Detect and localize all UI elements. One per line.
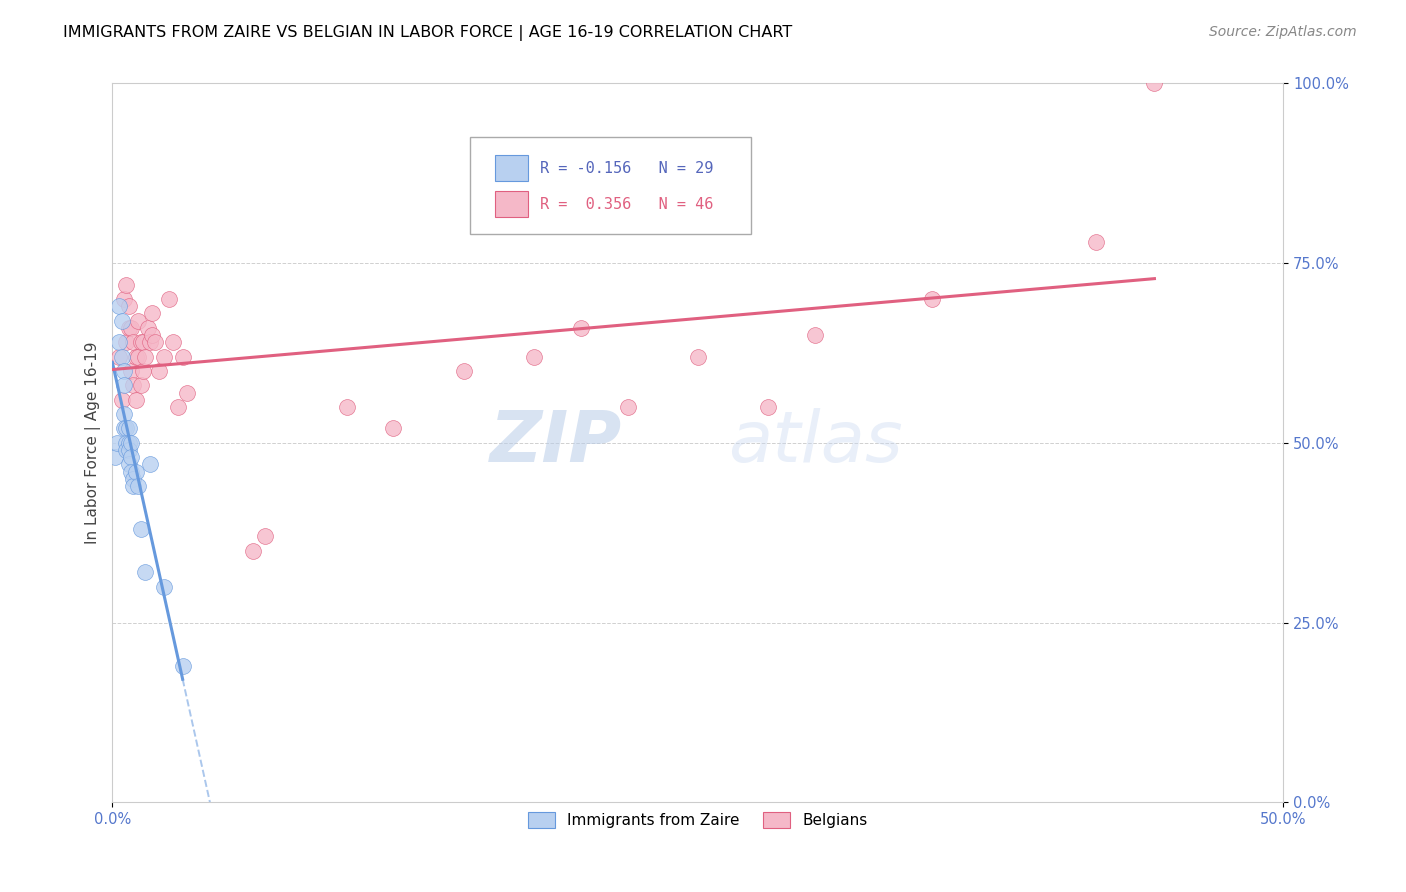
Point [111, 392, 134, 407]
Point [162, 335, 184, 350]
Point [176, 385, 198, 400]
Point [127, 479, 149, 493]
Point [115, 435, 138, 450]
Point [108, 350, 131, 364]
Point [616, 400, 638, 414]
Point [143, 335, 166, 350]
FancyBboxPatch shape [470, 137, 751, 235]
Point [105, 435, 128, 450]
Point [118, 421, 141, 435]
Text: Source: ZipAtlas.com: Source: ZipAtlas.com [1209, 25, 1357, 39]
Point [921, 292, 943, 306]
Point [127, 350, 149, 364]
Point [112, 292, 135, 306]
Point [157, 292, 180, 306]
Point [125, 465, 148, 479]
Point [115, 277, 138, 292]
Point [242, 543, 264, 558]
Point [141, 328, 163, 343]
Point [118, 299, 141, 313]
Point [153, 580, 176, 594]
Point [125, 392, 148, 407]
Point [108, 335, 131, 350]
Point [167, 400, 190, 414]
Bar [495, 155, 529, 181]
Point [118, 435, 141, 450]
Point [153, 350, 176, 364]
Y-axis label: In Labor Force | Age 16-19: In Labor Force | Age 16-19 [86, 342, 101, 544]
Point [335, 400, 357, 414]
Point [111, 350, 134, 364]
Point [120, 321, 142, 335]
Point [120, 364, 142, 378]
Point [253, 529, 276, 543]
Point [686, 350, 709, 364]
Point [129, 378, 152, 392]
Point [382, 421, 405, 435]
Text: ZIP: ZIP [489, 409, 621, 477]
Point [141, 306, 163, 320]
Point [453, 364, 475, 378]
Point [120, 465, 142, 479]
Point [115, 335, 138, 350]
Text: atlas: atlas [727, 409, 903, 477]
Point [804, 328, 827, 343]
Text: R =  0.356   N = 46: R = 0.356 N = 46 [540, 197, 713, 211]
Point [134, 350, 156, 364]
Point [118, 321, 141, 335]
Point [129, 335, 152, 350]
Point [136, 321, 159, 335]
Point [118, 458, 141, 472]
Point [122, 479, 145, 493]
Point [122, 472, 145, 486]
Point [112, 378, 135, 392]
Text: R = -0.156   N = 29: R = -0.156 N = 29 [540, 161, 713, 176]
Point [1143, 77, 1166, 91]
Point [112, 364, 135, 378]
Point [112, 407, 135, 421]
Text: IMMIGRANTS FROM ZAIRE VS BELGIAN IN LABOR FORCE | AGE 16-19 CORRELATION CHART: IMMIGRANTS FROM ZAIRE VS BELGIAN IN LABO… [63, 25, 793, 41]
Point [118, 443, 141, 458]
Point [569, 321, 592, 335]
Point [134, 566, 156, 580]
Point [172, 658, 194, 673]
Point [148, 364, 170, 378]
Point [115, 443, 138, 458]
Point [139, 335, 162, 350]
Point [139, 458, 162, 472]
Bar [495, 191, 529, 217]
Point [1084, 235, 1107, 249]
Point [756, 400, 779, 414]
Point [111, 313, 134, 327]
Point [132, 335, 155, 350]
Point [120, 435, 142, 450]
Point [112, 421, 135, 435]
Point [125, 350, 148, 364]
Point [120, 450, 142, 465]
Point [122, 378, 145, 392]
Point [129, 522, 152, 536]
Legend: Immigrants from Zaire, Belgians: Immigrants from Zaire, Belgians [522, 806, 875, 834]
Point [104, 450, 127, 465]
Point [115, 421, 138, 435]
Point [172, 350, 194, 364]
Point [127, 313, 149, 327]
Point [523, 350, 546, 364]
Point [122, 335, 145, 350]
Point [132, 364, 155, 378]
Point [108, 299, 131, 313]
